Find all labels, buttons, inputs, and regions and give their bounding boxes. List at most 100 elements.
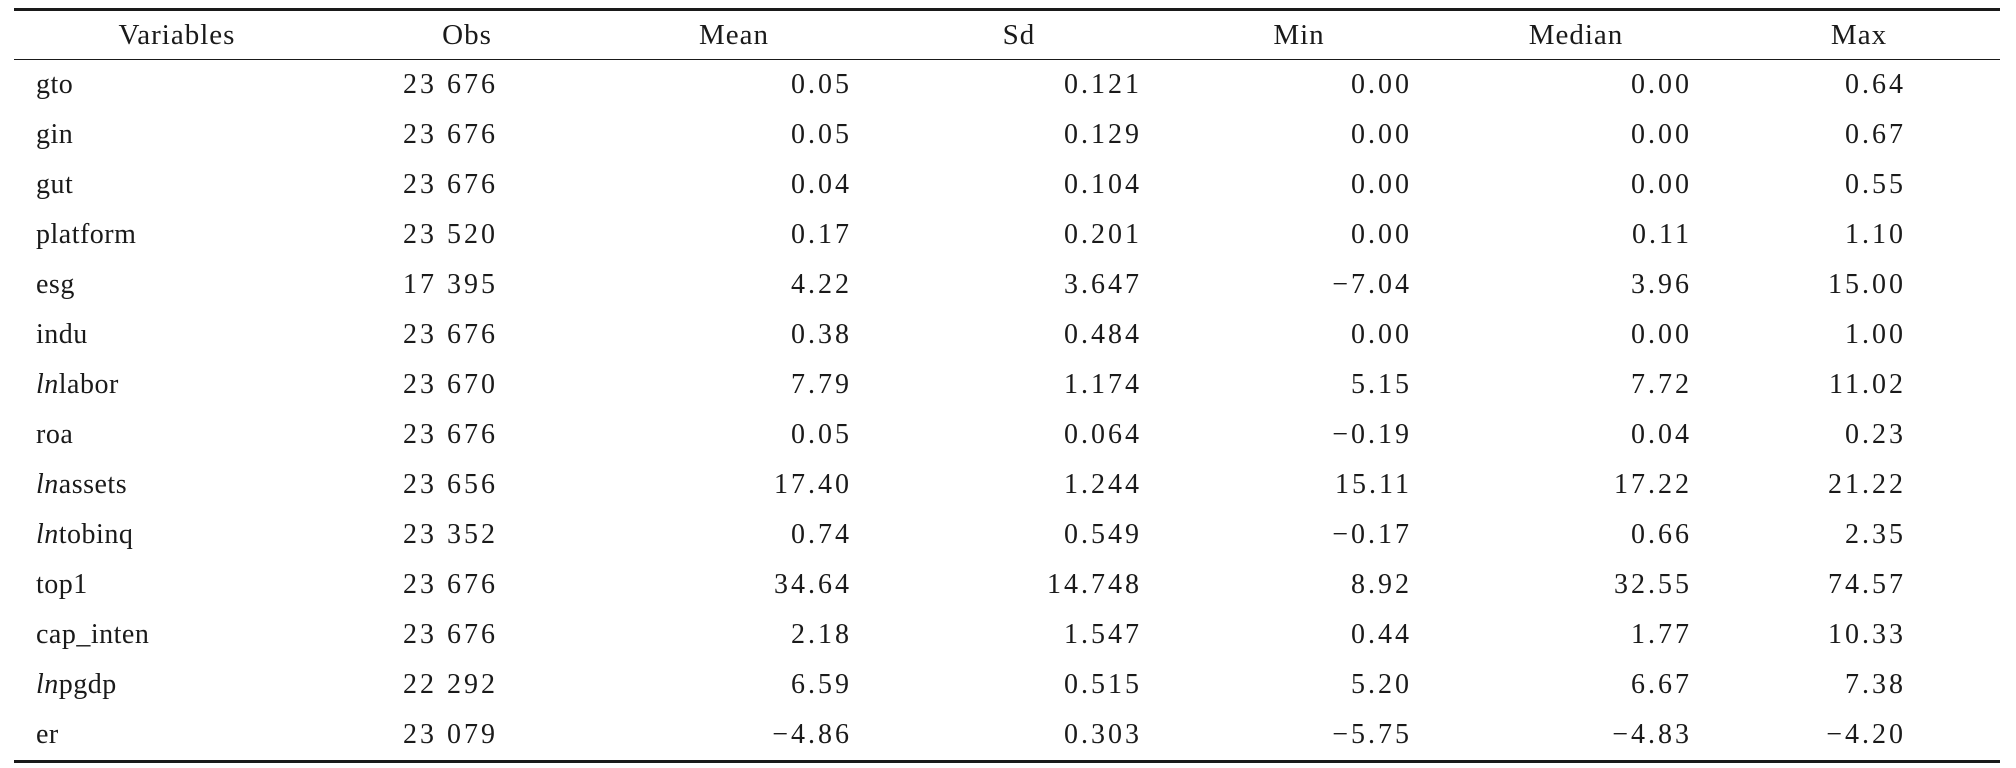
variable-name-cell: lnlabor [14, 360, 340, 410]
median-cell: 6.67 [1631, 669, 1692, 700]
mean-cell: 2.18 [791, 619, 852, 650]
variable-prefix: ln [36, 469, 59, 500]
min-cell: 5.20 [1351, 669, 1412, 700]
obs-cell: 23 676 [403, 69, 498, 100]
min-cell: 0.00 [1351, 319, 1412, 350]
median-cell: 0.66 [1631, 519, 1692, 550]
mean-cell: 0.05 [791, 419, 852, 450]
min-cell: −0.19 [1332, 419, 1412, 450]
variable-prefix: ln [36, 519, 59, 550]
table-row: cap_inten 23 676 2.18 1.547 0.44 1.77 10.33 [14, 610, 2000, 660]
descriptive-statistics-table-container: Variables Obs Mean Sd Min Median Max gto… [14, 8, 2000, 763]
variable-name-cell: lntobinq [14, 510, 340, 560]
obs-cell: 23 352 [403, 519, 498, 550]
obs-cell: 22 292 [403, 669, 498, 700]
min-cell: 8.92 [1351, 569, 1412, 600]
obs-cell: 23 676 [403, 169, 498, 200]
min-cell: 0.00 [1351, 169, 1412, 200]
variable-name-cell: lnassets [14, 460, 340, 510]
mean-cell: 7.79 [791, 369, 852, 400]
min-cell: 0.00 [1351, 69, 1412, 100]
variable-name: indu [36, 319, 88, 350]
variable-name-cell: gin [14, 110, 340, 160]
table-row: platform 23 520 0.17 0.201 0.00 0.11 1.10 [14, 210, 2000, 260]
variable-prefix: ln [36, 669, 59, 700]
variable-name-cell: lnpgdp [14, 660, 340, 710]
max-cell: 74.57 [1828, 569, 1906, 600]
variable-name: gto [36, 69, 74, 100]
variable-name-cell: top1 [14, 560, 340, 610]
sd-cell: 14.748 [1047, 569, 1142, 600]
median-cell: 0.00 [1631, 119, 1692, 150]
mean-cell: 0.17 [791, 219, 852, 250]
mean-cell: 4.22 [791, 269, 852, 300]
min-cell: 5.15 [1351, 369, 1412, 400]
obs-cell: 23 520 [403, 219, 498, 250]
table-row: esg 17 395 4.22 3.647 −7.04 3.96 15.00 [14, 260, 2000, 310]
sd-cell: 0.549 [1064, 519, 1142, 550]
max-cell: 1.00 [1845, 319, 1906, 350]
max-cell: 0.67 [1845, 119, 1906, 150]
sd-cell: 0.484 [1064, 319, 1142, 350]
median-cell: 32.55 [1614, 569, 1692, 600]
header-row: Variables Obs Mean Sd Min Median Max [14, 9, 2000, 60]
mean-cell: 0.05 [791, 119, 852, 150]
max-cell: −4.20 [1826, 719, 1906, 750]
table-body: gto 23 676 0.05 0.121 0.00 0.00 0.64 gin 23 676 0… [14, 60, 2000, 762]
min-cell: −0.17 [1332, 519, 1412, 550]
variable-name-cell: gut [14, 160, 340, 210]
variable-name: platform [36, 219, 137, 250]
median-cell: 0.04 [1631, 419, 1692, 450]
median-cell: 0.00 [1631, 169, 1692, 200]
variable-name-cell: platform [14, 210, 340, 260]
variable-prefix: ln [36, 369, 59, 400]
variable-name-cell: gto [14, 60, 340, 111]
min-cell: 0.00 [1351, 219, 1412, 250]
obs-cell: 23 676 [403, 419, 498, 450]
variable-name: assets [58, 469, 128, 500]
sd-cell: 0.104 [1064, 169, 1142, 200]
variable-name: esg [36, 269, 75, 300]
sd-cell: 1.174 [1064, 369, 1142, 400]
header-max: Max [1830, 18, 1888, 51]
table-header: Variables Obs Mean Sd Min Median Max [14, 9, 2000, 60]
max-cell: 10.33 [1828, 619, 1906, 650]
variable-name: tobinq [58, 519, 134, 550]
mean-cell: 17.40 [774, 469, 852, 500]
table-row: gut 23 676 0.04 0.104 0.00 0.00 0.55 [14, 160, 2000, 210]
min-cell: −5.75 [1332, 719, 1412, 750]
sd-cell: 0.303 [1064, 719, 1142, 750]
sd-cell: 0.064 [1064, 419, 1142, 450]
median-cell: 17.22 [1614, 469, 1692, 500]
mean-cell: 0.04 [791, 169, 852, 200]
variable-name-cell: indu [14, 310, 340, 360]
variable-name-cell: roa [14, 410, 340, 460]
obs-cell: 23 676 [403, 619, 498, 650]
max-cell: 7.38 [1845, 669, 1906, 700]
obs-cell: 23 670 [403, 369, 498, 400]
median-cell: 1.77 [1631, 619, 1692, 650]
variable-name-cell: cap_inten [14, 610, 340, 660]
median-cell: −4.83 [1612, 719, 1692, 750]
max-cell: 2.35 [1845, 519, 1906, 550]
median-cell: 7.72 [1631, 369, 1692, 400]
mean-cell: 0.38 [791, 319, 852, 350]
max-cell: 21.22 [1828, 469, 1906, 500]
sd-cell: 0.201 [1064, 219, 1142, 250]
header-min: Min [1273, 18, 1325, 51]
sd-cell: 1.244 [1064, 469, 1142, 500]
variable-name-cell: esg [14, 260, 340, 310]
variable-name: cap_inten [36, 619, 150, 650]
variable-name: gut [36, 169, 74, 200]
variable-name-cell: er [14, 710, 340, 762]
header-obs: Obs [442, 18, 492, 51]
table-row: top1 23 676 34.64 14.748 8.92 32.55 74.57 [14, 560, 2000, 610]
table-row: lnpgdp 22 292 6.59 0.515 5.20 6.67 7.38 [14, 660, 2000, 710]
mean-cell: 34.64 [774, 569, 852, 600]
obs-cell: 23 676 [403, 119, 498, 150]
header-median: Median [1528, 18, 1624, 51]
header-sd: Sd [1002, 18, 1036, 51]
sd-cell: 3.647 [1064, 269, 1142, 300]
descriptive-statistics-table: Variables Obs Mean Sd Min Median Max gto… [14, 8, 2000, 763]
sd-cell: 0.121 [1064, 69, 1142, 100]
